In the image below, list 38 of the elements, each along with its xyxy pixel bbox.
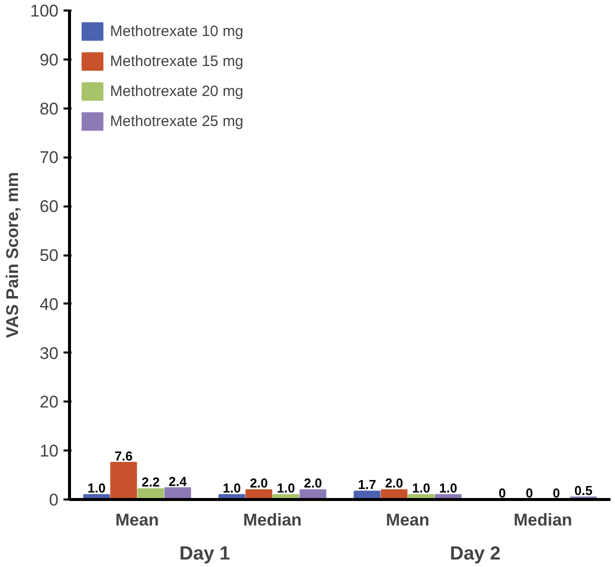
data-label: 1.0: [439, 480, 458, 496]
data-label: 2.2: [142, 474, 160, 490]
data-label: 1.0: [276, 480, 295, 496]
data-label: 2.4: [168, 474, 188, 489]
y-tick-label: 100: [30, 2, 59, 20]
x-tick-label: Mean: [386, 510, 430, 530]
y-tick-label: 20: [40, 392, 59, 412]
data-label: 0.5: [574, 483, 592, 498]
data-label: 1.7: [358, 477, 376, 492]
y-tick-label: 70: [40, 148, 59, 168]
y-axis-title: VAS Pain Score, mm: [3, 172, 22, 338]
y-tick-label: 30: [40, 344, 59, 363]
x-tick-label: Mean: [115, 510, 159, 530]
x-tick-label: Median: [243, 510, 302, 530]
data-label: 7.6: [114, 448, 133, 464]
text: Day 1: [179, 544, 231, 564]
y-tick-label: 60: [40, 197, 59, 216]
data-label: 2.0: [304, 476, 322, 491]
x-tick-label: Median: [514, 510, 572, 530]
legend-label: Methotrexate 15 mg: [110, 52, 244, 70]
y-tick-label: 10: [40, 442, 59, 461]
y-tick-label: 90: [40, 50, 59, 70]
data-label: 0: [498, 486, 506, 500]
data-label: 1.0: [222, 480, 241, 496]
text: Day 2: [450, 544, 501, 564]
y-tick-label: 40: [40, 294, 59, 314]
data-label: 2.0: [385, 476, 404, 491]
y-tick-label: 80: [40, 99, 59, 118]
data-label: 0: [552, 486, 560, 500]
y-tick-label: 0: [49, 490, 59, 510]
data-label: 0: [526, 486, 533, 500]
legend-label: Methotrexate 25 mg: [110, 112, 244, 130]
legend-label: Methotrexate 10 mg: [110, 22, 244, 40]
data-label: 1.0: [88, 480, 106, 496]
data-label: 2.0: [250, 476, 268, 491]
data-label: 1.0: [412, 480, 430, 496]
y-tick-label: 50: [40, 246, 59, 265]
legend-label: Methotrexate 20 mg: [110, 82, 244, 100]
